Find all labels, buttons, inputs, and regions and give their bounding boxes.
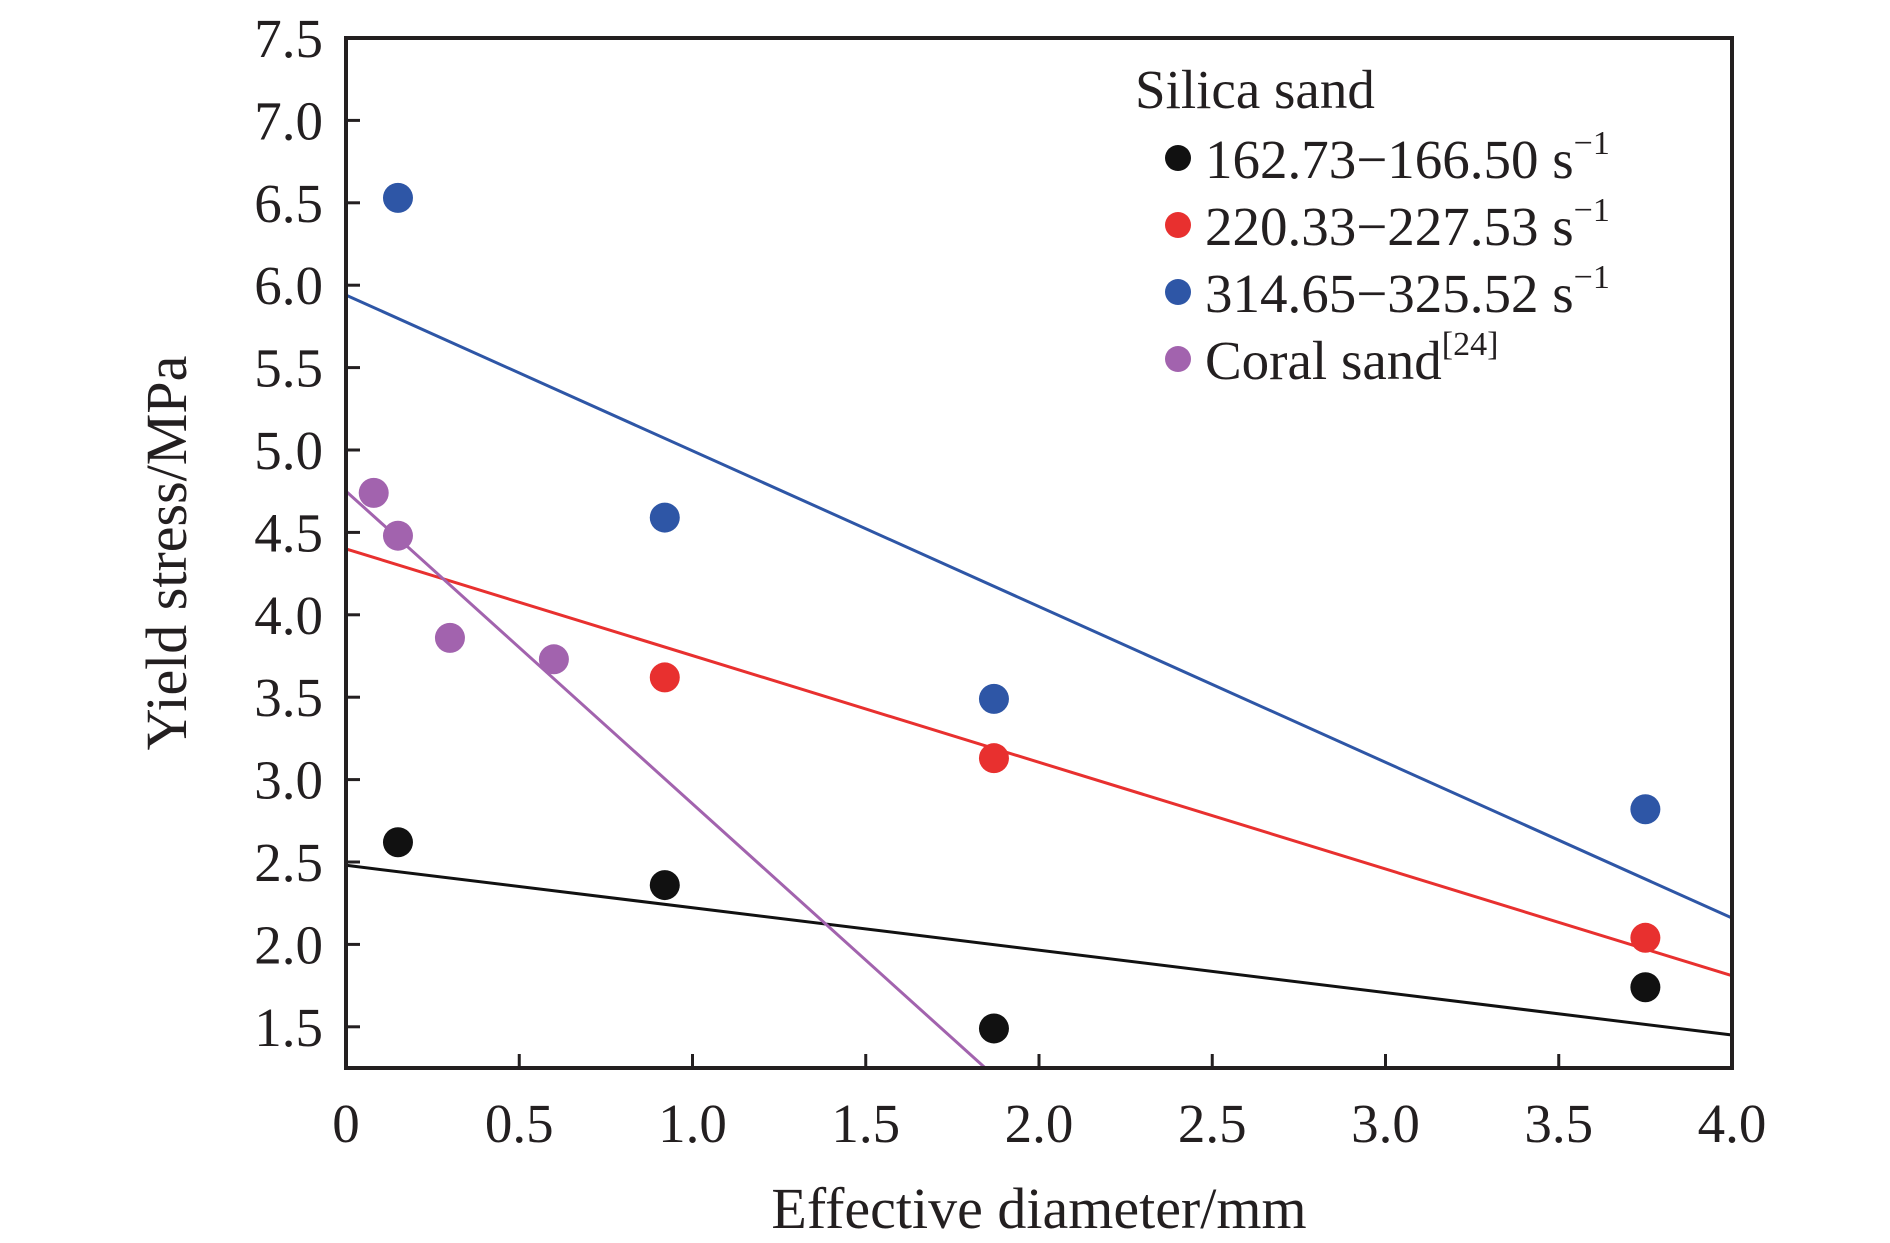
legend-label: 314.65−325.52 s−1 [1205, 259, 1610, 324]
data-point-series-4 [382, 520, 413, 551]
y-tick-label: 3.0 [254, 750, 323, 811]
x-axis-title: Effective diameter/mm [771, 1176, 1306, 1241]
legend-label-text: 162.73−166.50 s [1205, 129, 1574, 190]
fit-lines [344, 293, 1733, 1070]
data-point-series-1 [382, 827, 413, 858]
y-tick-label: 5.5 [254, 338, 323, 399]
fit-line-series-4 [344, 490, 987, 1070]
data-point-series-4 [358, 477, 389, 508]
y-tick-label: 6.5 [254, 173, 323, 234]
legend-marker [1165, 212, 1191, 238]
data-point-series-4 [538, 644, 569, 675]
legend-marker [1165, 279, 1191, 305]
x-tick-label: 1.0 [658, 1093, 727, 1154]
fit-line-series-3 [345, 293, 1733, 920]
data-point-series-2 [1630, 922, 1661, 953]
legend-label-superscript: [24] [1442, 326, 1499, 363]
data-point-series-1 [649, 870, 680, 901]
legend-label-superscript: −1 [1574, 259, 1610, 296]
y-tick-label: 3.5 [254, 667, 323, 728]
legend-label-text: 314.65−325.52 s [1205, 263, 1574, 324]
data-point-series-3 [978, 683, 1009, 714]
y-tick-label: 4.5 [254, 502, 323, 563]
x-tick-label: 2.0 [1005, 1093, 1074, 1154]
y-tick-label: 4.0 [254, 585, 323, 646]
x-tick-label: 0 [332, 1093, 360, 1154]
legend-marker [1165, 145, 1191, 171]
y-tick-label: 7.0 [254, 90, 323, 151]
legend-group-title: Silica sand [1135, 59, 1375, 120]
fit-line-series-1 [345, 863, 1733, 1037]
data-point-series-1 [978, 1013, 1009, 1044]
legend-label-text: 220.33−227.53 s [1205, 196, 1574, 257]
y-tick-label: 2.0 [254, 914, 323, 975]
y-tick-label: 6.0 [254, 255, 323, 316]
x-tick-label: 2.5 [1178, 1093, 1247, 1154]
axis-ticks: 0 0.5 1.0 1.5 2.0 2.5 3.0 3.5 4.0 1.5 2.0 2.5 3.0 3.5… [254, 8, 1766, 1154]
legend-label: 220.33−227.53 s−1 [1205, 192, 1610, 257]
data-point-series-1 [1630, 972, 1661, 1003]
y-axis-title: Yield stress/MPa [134, 356, 199, 751]
legend-label: Coral sand[24] [1205, 326, 1498, 391]
data-point-series-2 [978, 743, 1009, 774]
legend-marker [1165, 346, 1191, 372]
data-point-series-3 [1630, 794, 1661, 825]
x-tick-label: 3.5 [1524, 1093, 1593, 1154]
y-tick-label: 7.5 [254, 8, 323, 69]
data-point-series-3 [649, 502, 680, 533]
plot-frame [344, 36, 1734, 1070]
legend-label-superscript: −1 [1574, 192, 1610, 229]
legend-label: 162.73−166.50 s−1 [1205, 125, 1610, 190]
x-tick-label: 3.0 [1351, 1093, 1420, 1154]
x-tick-label: 0.5 [485, 1093, 554, 1154]
y-tick-label: 2.5 [254, 832, 323, 893]
x-tick-label: 4.0 [1698, 1093, 1767, 1154]
y-tick-label: 5.0 [254, 420, 323, 481]
data-point-series-4 [434, 622, 465, 653]
fit-line-series-2 [345, 547, 1733, 978]
legend-label-text: Coral sand [1205, 330, 1442, 391]
legend: Silica sand 162.73−166.50 s−1220.33−227.… [1135, 59, 1610, 391]
data-point-series-3 [382, 182, 413, 213]
legend-label-superscript: −1 [1574, 125, 1610, 162]
data-points [358, 182, 1661, 1044]
data-point-series-2 [649, 662, 680, 693]
x-tick-label: 1.5 [831, 1093, 900, 1154]
y-tick-label: 1.5 [254, 997, 323, 1058]
